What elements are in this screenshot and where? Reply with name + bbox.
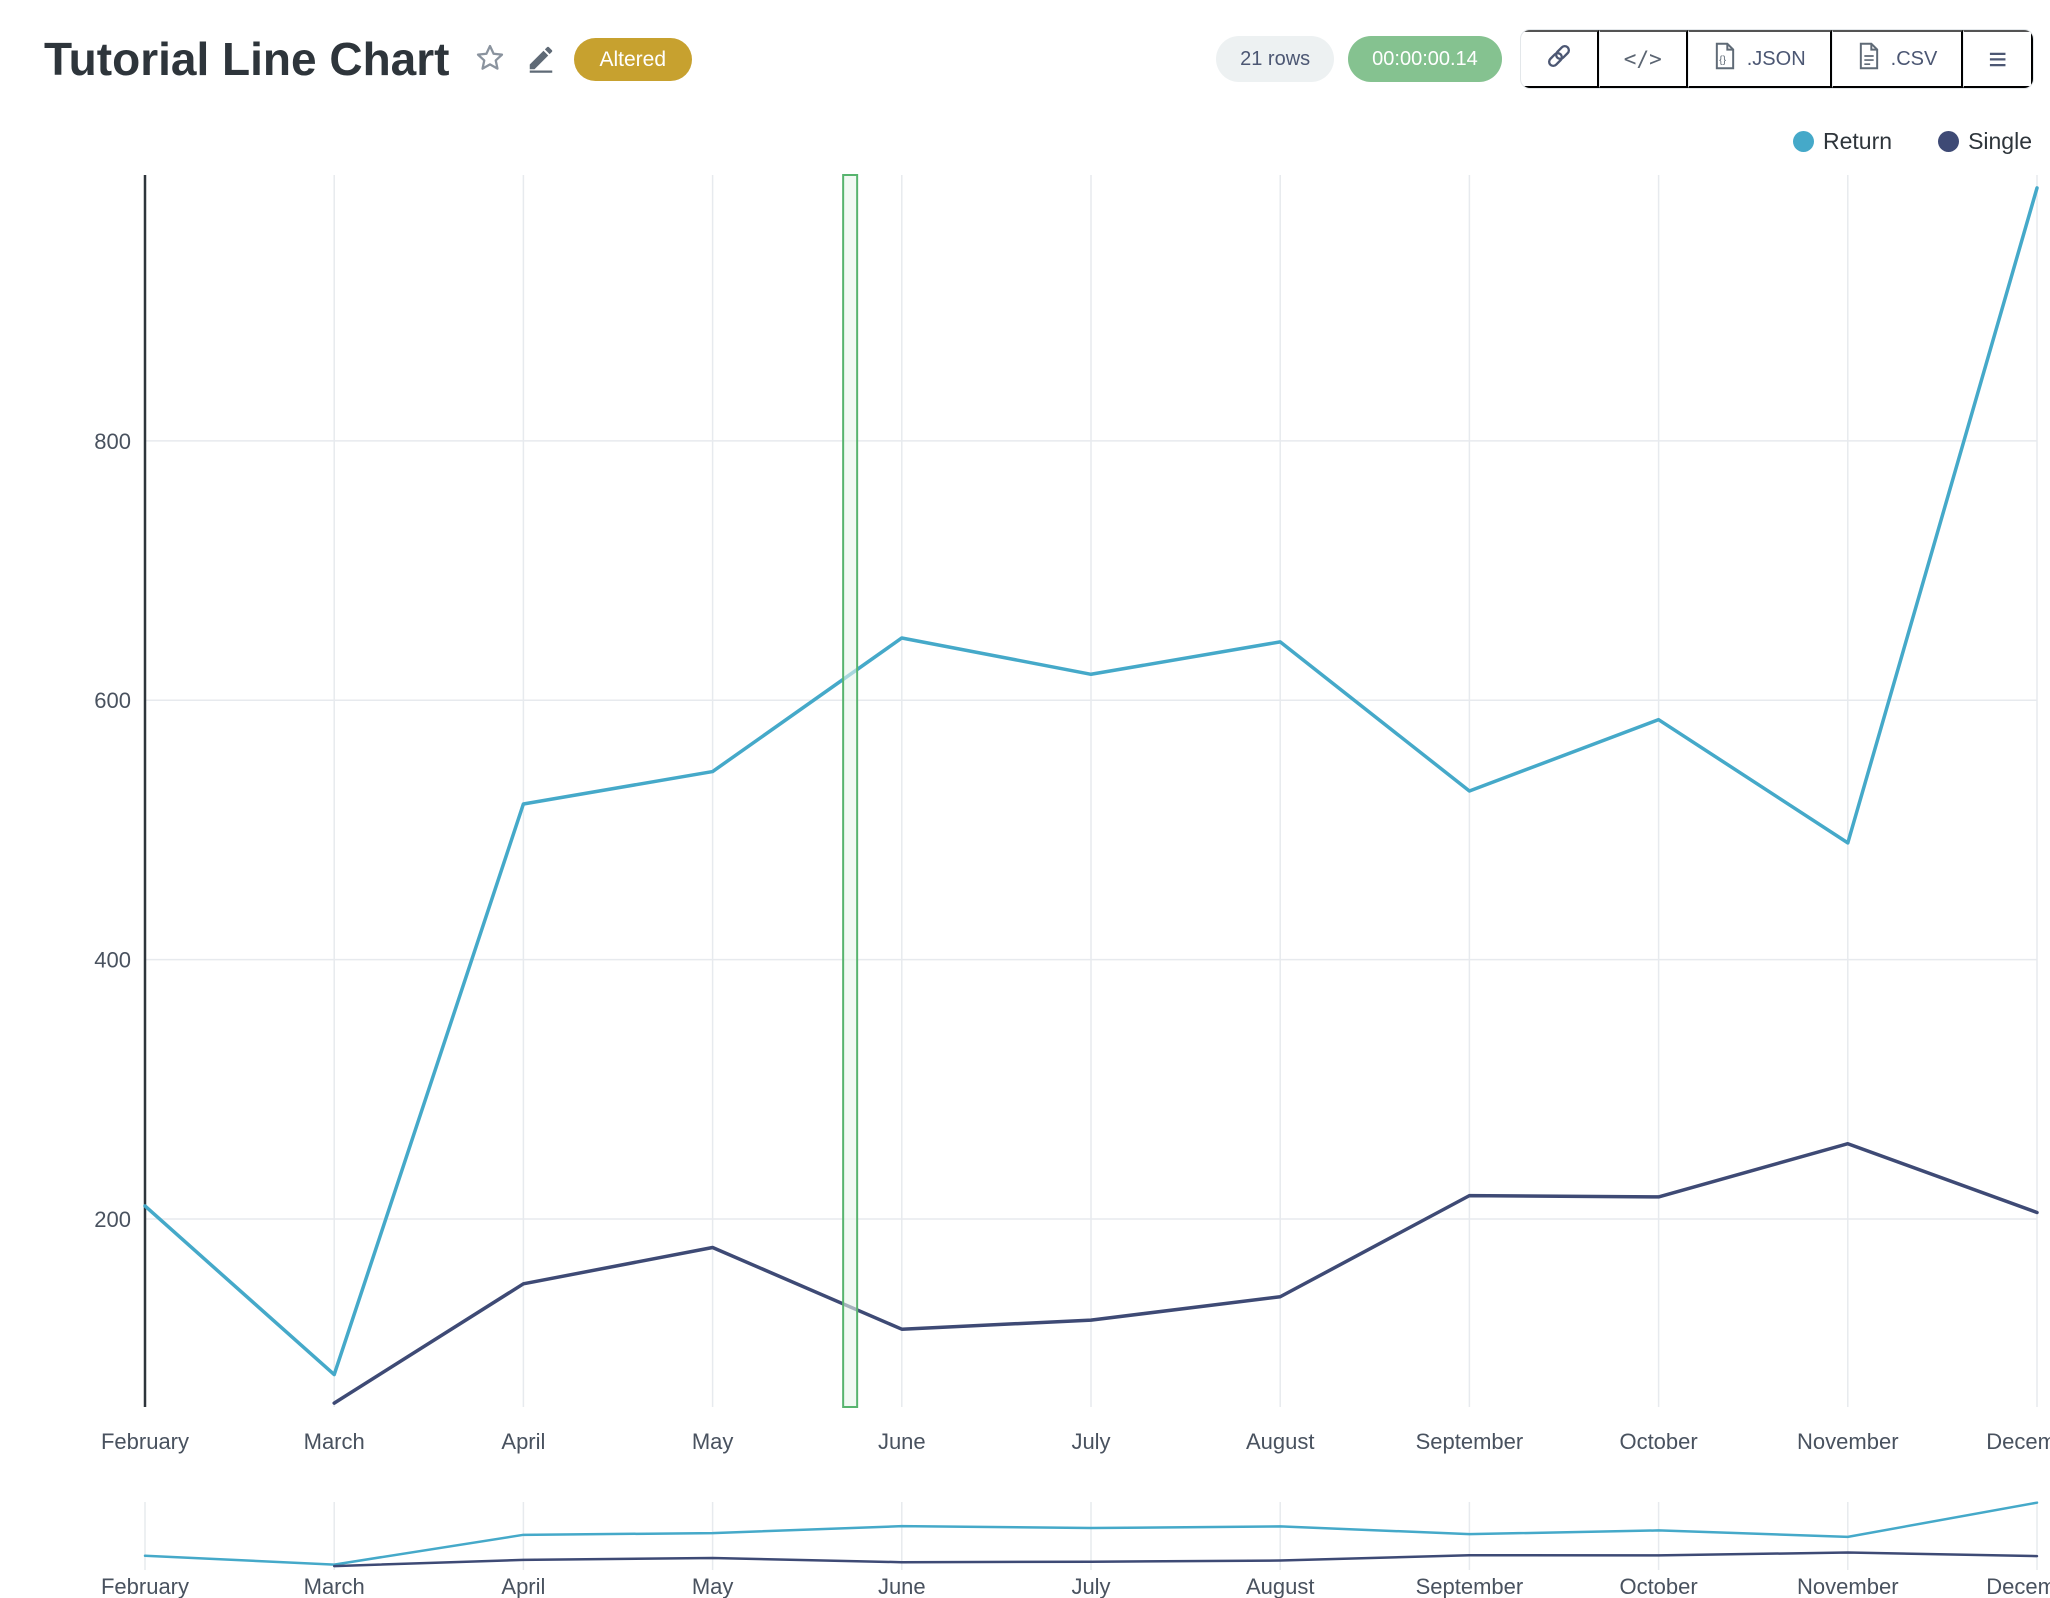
legend-label: Return [1823,128,1893,154]
pencil-edit-icon [526,43,556,76]
csv-file-icon [1857,42,1881,76]
svg-text:800: 800 [94,429,131,454]
legend-item-single[interactable]: Single [1938,128,2032,155]
svg-text:December: December [1986,1574,2050,1598]
svg-text:200: 200 [94,1207,131,1232]
svg-text:February: February [101,1429,189,1454]
export-button-group: </> {} .JSON [1519,29,2034,89]
link-icon [1545,42,1573,76]
svg-text:February: February [101,1574,189,1598]
header: Tutorial Line Chart Altered 21 rows 00:0… [0,0,2050,104]
svg-text:July: July [1071,1574,1110,1598]
main-line-chart[interactable]: 200 400 600 800 February March April May June Jul… [0,173,2050,1473]
svg-text:March: March [304,1574,365,1598]
legend-item-return[interactable]: Return [1793,128,1892,155]
svg-text:March: March [304,1429,365,1454]
selection-band [842,174,859,1408]
page-title: Tutorial Line Chart [44,33,450,85]
title-actions [474,42,556,77]
svg-text:April: April [501,1574,545,1598]
share-link-button[interactable] [1520,30,1599,88]
more-options-button[interactable]: ≡ [1963,30,2033,88]
svg-text:August: August [1246,1574,1315,1598]
query-duration-pill: 00:00:00.14 [1348,36,1502,82]
json-button-label: .JSON [1746,47,1806,70]
svg-text:400: 400 [94,948,131,973]
json-file-icon: {} [1713,42,1737,76]
favorite-star-button[interactable] [474,42,506,77]
altered-status-badge: Altered [573,37,693,81]
star-icon [474,42,506,77]
svg-text:November: November [1797,1429,1898,1454]
svg-text:December: December [1986,1429,2050,1454]
legend-dot [1938,131,1960,152]
hamburger-menu-icon: ≡ [1988,41,2007,77]
edit-button[interactable] [526,43,556,76]
embed-code-button[interactable]: </> [1598,30,1688,88]
legend-dot [1793,131,1815,152]
csv-button-label: .CSV [1890,47,1938,70]
svg-text:600: 600 [94,688,131,713]
svg-text:August: August [1246,1429,1315,1454]
svg-text:May: May [692,1429,734,1454]
row-count-pill: 21 rows [1216,36,1335,82]
svg-text:June: June [878,1429,926,1454]
svg-text:October: October [1619,1574,1697,1598]
svg-text:April: April [501,1429,545,1454]
legend-label: Single [1968,128,2032,154]
code-icon: </> [1623,47,1662,71]
svg-text:November: November [1797,1574,1898,1598]
svg-text:September: September [1416,1574,1524,1598]
svg-text:October: October [1619,1429,1697,1454]
svg-text:June: June [878,1574,926,1598]
download-csv-button[interactable]: .CSV [1831,30,1964,88]
svg-text:July: July [1071,1429,1110,1454]
svg-text:{}: {} [1719,54,1727,66]
svg-text:May: May [692,1574,734,1598]
svg-text:September: September [1416,1429,1524,1454]
download-json-button[interactable]: {} .JSON [1687,30,1832,88]
overview-mini-chart[interactable]: February March April May June July August Septe… [0,1496,2050,1598]
chart-legend: Return Single [1793,128,2032,155]
